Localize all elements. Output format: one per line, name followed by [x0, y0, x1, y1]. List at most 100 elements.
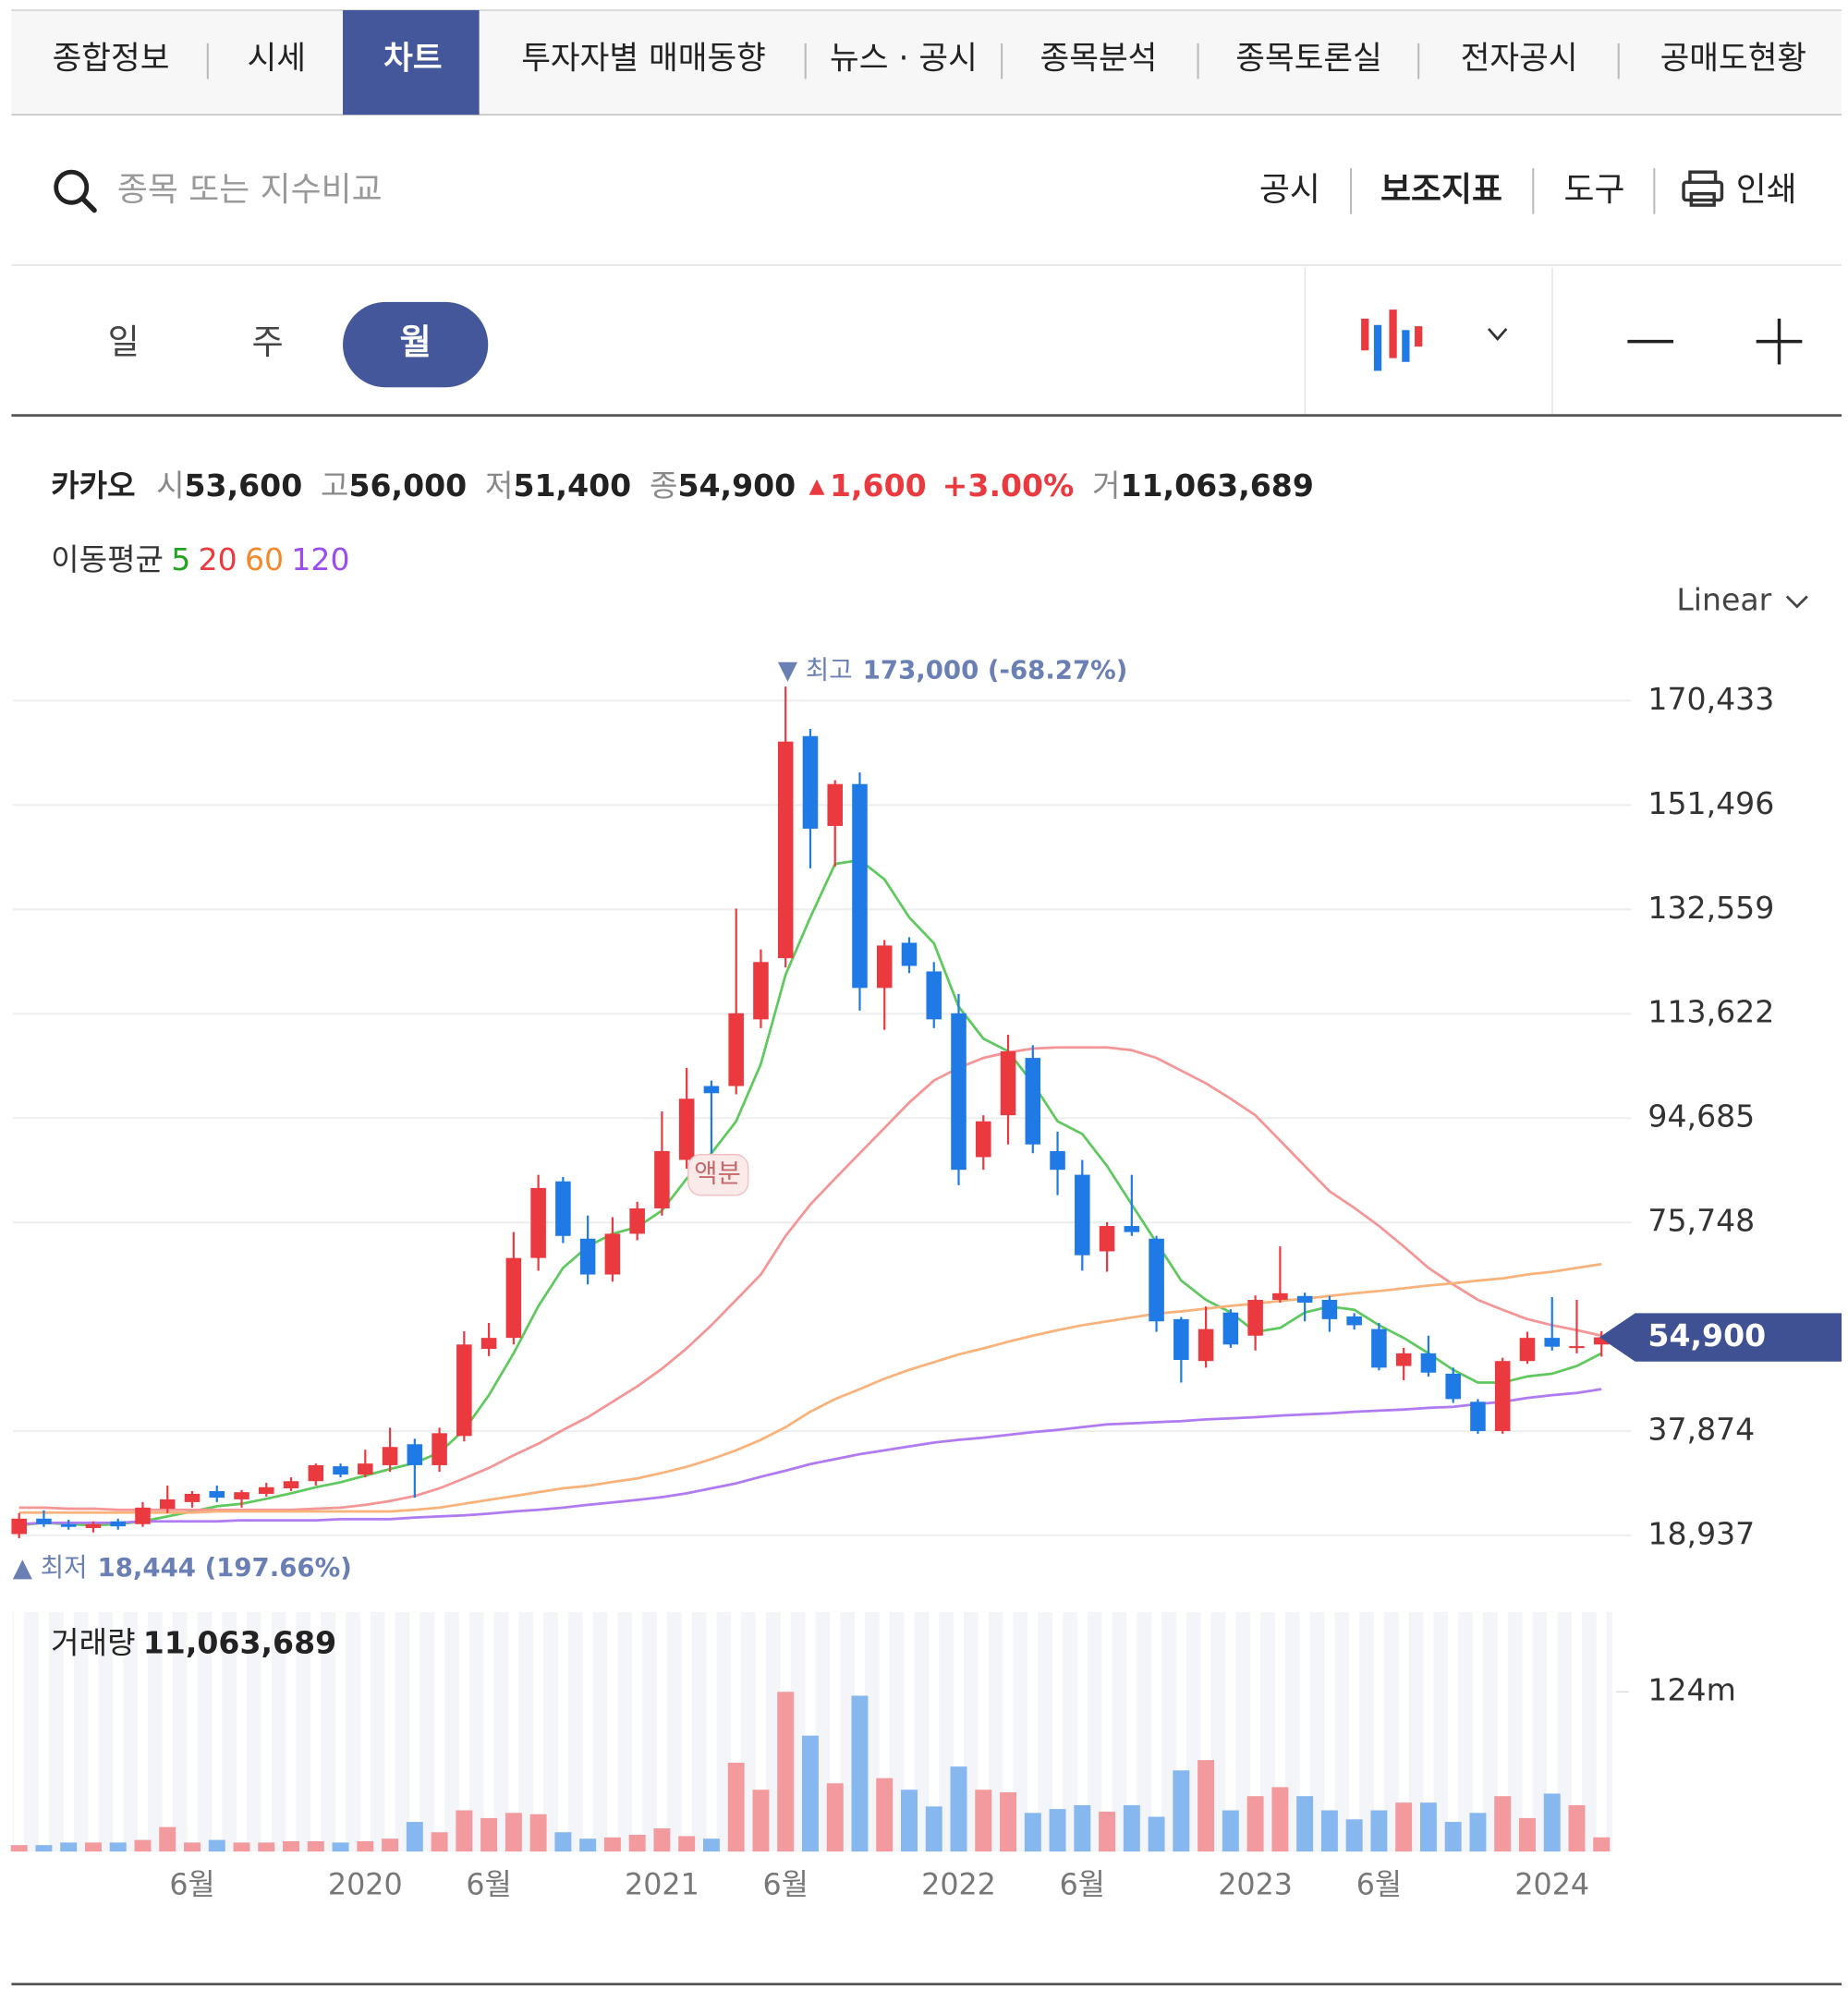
tab[interactable]: 시세: [248, 40, 306, 77]
volume-stripe: [1225, 1611, 1236, 1852]
volume-stripe: [409, 1611, 420, 1852]
volume-stripe: [162, 1611, 173, 1852]
candle-body: [1222, 1312, 1239, 1345]
volume-stripe: [879, 1611, 890, 1852]
tab[interactable]: 종목토론실: [1235, 40, 1382, 77]
volume-bar: [752, 1790, 770, 1852]
quote-label: 고: [321, 467, 348, 503]
tab[interactable]: 차트: [383, 40, 442, 77]
candle-body: [530, 1187, 546, 1258]
volume-stripe: [137, 1611, 149, 1852]
volume-stripe: [88, 1611, 99, 1852]
volume-stripe: [1175, 1611, 1186, 1852]
candle-body: [1321, 1299, 1338, 1319]
volume-stripe: [1522, 1611, 1533, 1852]
volume-stripe: [1200, 1611, 1211, 1852]
period-button[interactable]: 주: [252, 322, 284, 362]
volume-stripe: [533, 1611, 544, 1852]
candle-body: [159, 1499, 176, 1510]
volume-stripe: [607, 1611, 618, 1852]
volume-title: 거래량 11,063,689: [51, 1624, 336, 1660]
candle-body: [1346, 1316, 1362, 1326]
toolbar-button[interactable]: 공시: [1259, 171, 1320, 209]
price-marker-label: 54,900: [1647, 1317, 1766, 1353]
volume-bar: [1469, 1813, 1487, 1852]
ma-legend-entry: 5: [171, 540, 190, 576]
ma-legend-entry: 120: [291, 540, 349, 576]
x-tick-label: 2020: [328, 1868, 403, 1901]
quote-label: 종: [650, 467, 677, 503]
volume-stripe: [706, 1611, 717, 1852]
toolbar-button[interactable]: 도구: [1564, 171, 1625, 209]
candle-body: [1544, 1338, 1560, 1347]
zoom-in[interactable]: [1756, 318, 1803, 365]
volume-stripe: [1250, 1611, 1261, 1852]
volume-bar: [10, 1845, 28, 1852]
volume-bar: [579, 1838, 597, 1852]
search-icon[interactable]: [54, 169, 97, 213]
period-button[interactable]: 월: [400, 322, 432, 362]
volume-stripe: [1126, 1611, 1137, 1852]
volume-bar: [529, 1814, 547, 1852]
candle-body: [1445, 1373, 1461, 1400]
volume-stripe: [557, 1611, 568, 1852]
volume-bar: [777, 1692, 795, 1852]
volume-stripe: [1448, 1611, 1459, 1852]
volume-bar: [975, 1790, 992, 1852]
printer-icon[interactable]: [1682, 170, 1724, 207]
scale-mode[interactable]: Linear: [1676, 582, 1771, 618]
toolbar-button[interactable]: 보조지표: [1380, 171, 1502, 209]
quote-value: 11,063,689: [1121, 467, 1314, 503]
candle-body: [926, 971, 942, 1020]
volume-stripe: [1299, 1611, 1310, 1852]
candle-body: [604, 1233, 621, 1275]
toolbar-button[interactable]: 인쇄: [1736, 171, 1797, 209]
volume-bar: [233, 1842, 250, 1852]
volume-bar: [35, 1845, 53, 1852]
volume-bar: [826, 1783, 844, 1852]
volume-bar: [1000, 1792, 1016, 1852]
candle-body: [1296, 1295, 1313, 1303]
tab[interactable]: 투자자별 매매동향: [521, 40, 766, 77]
volume-bar: [802, 1735, 819, 1852]
candle-body: [1470, 1401, 1486, 1431]
candle-body: [432, 1433, 447, 1465]
volume-stripe: [1003, 1611, 1014, 1852]
tab[interactable]: 뉴스 · 공시: [830, 40, 978, 77]
max-annotation: ▼ 최고 173,000 (-68.27%): [778, 655, 1128, 686]
volume-bar: [456, 1810, 473, 1852]
period-button[interactable]: 일: [108, 322, 140, 362]
volume-bar: [1444, 1822, 1462, 1852]
volume-bar: [603, 1837, 621, 1852]
candle-body: [753, 962, 769, 1020]
max-label: ▼ 최고: [778, 655, 853, 686]
volume-stripe: [483, 1611, 494, 1852]
tab[interactable]: 종합정보: [53, 40, 170, 77]
candle-body: [135, 1507, 151, 1524]
dropdown-chevron[interactable]: [1487, 327, 1508, 341]
active-tab-bg: [343, 10, 480, 115]
volume-stripe: [113, 1611, 124, 1852]
candle-body: [358, 1463, 373, 1475]
tab[interactable]: 전자공시: [1461, 40, 1578, 77]
candle-body: [283, 1481, 299, 1488]
volume-bar: [431, 1832, 448, 1852]
candle-body: [1272, 1292, 1288, 1300]
dropdown-chevron[interactable]: [1785, 595, 1808, 609]
y-tick-label: 75,748: [1647, 1203, 1755, 1239]
volume-stripe: [954, 1611, 965, 1852]
chart-type-icon[interactable]: [1361, 309, 1423, 371]
moving-average-line: [18, 858, 1602, 1527]
x-tick-label: 2023: [1218, 1868, 1293, 1901]
tab[interactable]: 종목분석: [1040, 40, 1158, 77]
volume-stripe: [310, 1611, 322, 1852]
tab[interactable]: 공매도현황: [1660, 40, 1807, 77]
candle-body: [407, 1444, 423, 1465]
min-annotation: ▲ 최저 18,444 (197.66%): [13, 1552, 352, 1583]
search-input[interactable]: 종목 또는 지수비교: [117, 171, 383, 209]
candle-body: [852, 783, 868, 989]
quote-value: 54,900: [677, 467, 796, 503]
change-arrow: ▲: [808, 475, 824, 498]
volume-stripe: [1596, 1611, 1607, 1852]
moving-average-line: [18, 1046, 1602, 1511]
